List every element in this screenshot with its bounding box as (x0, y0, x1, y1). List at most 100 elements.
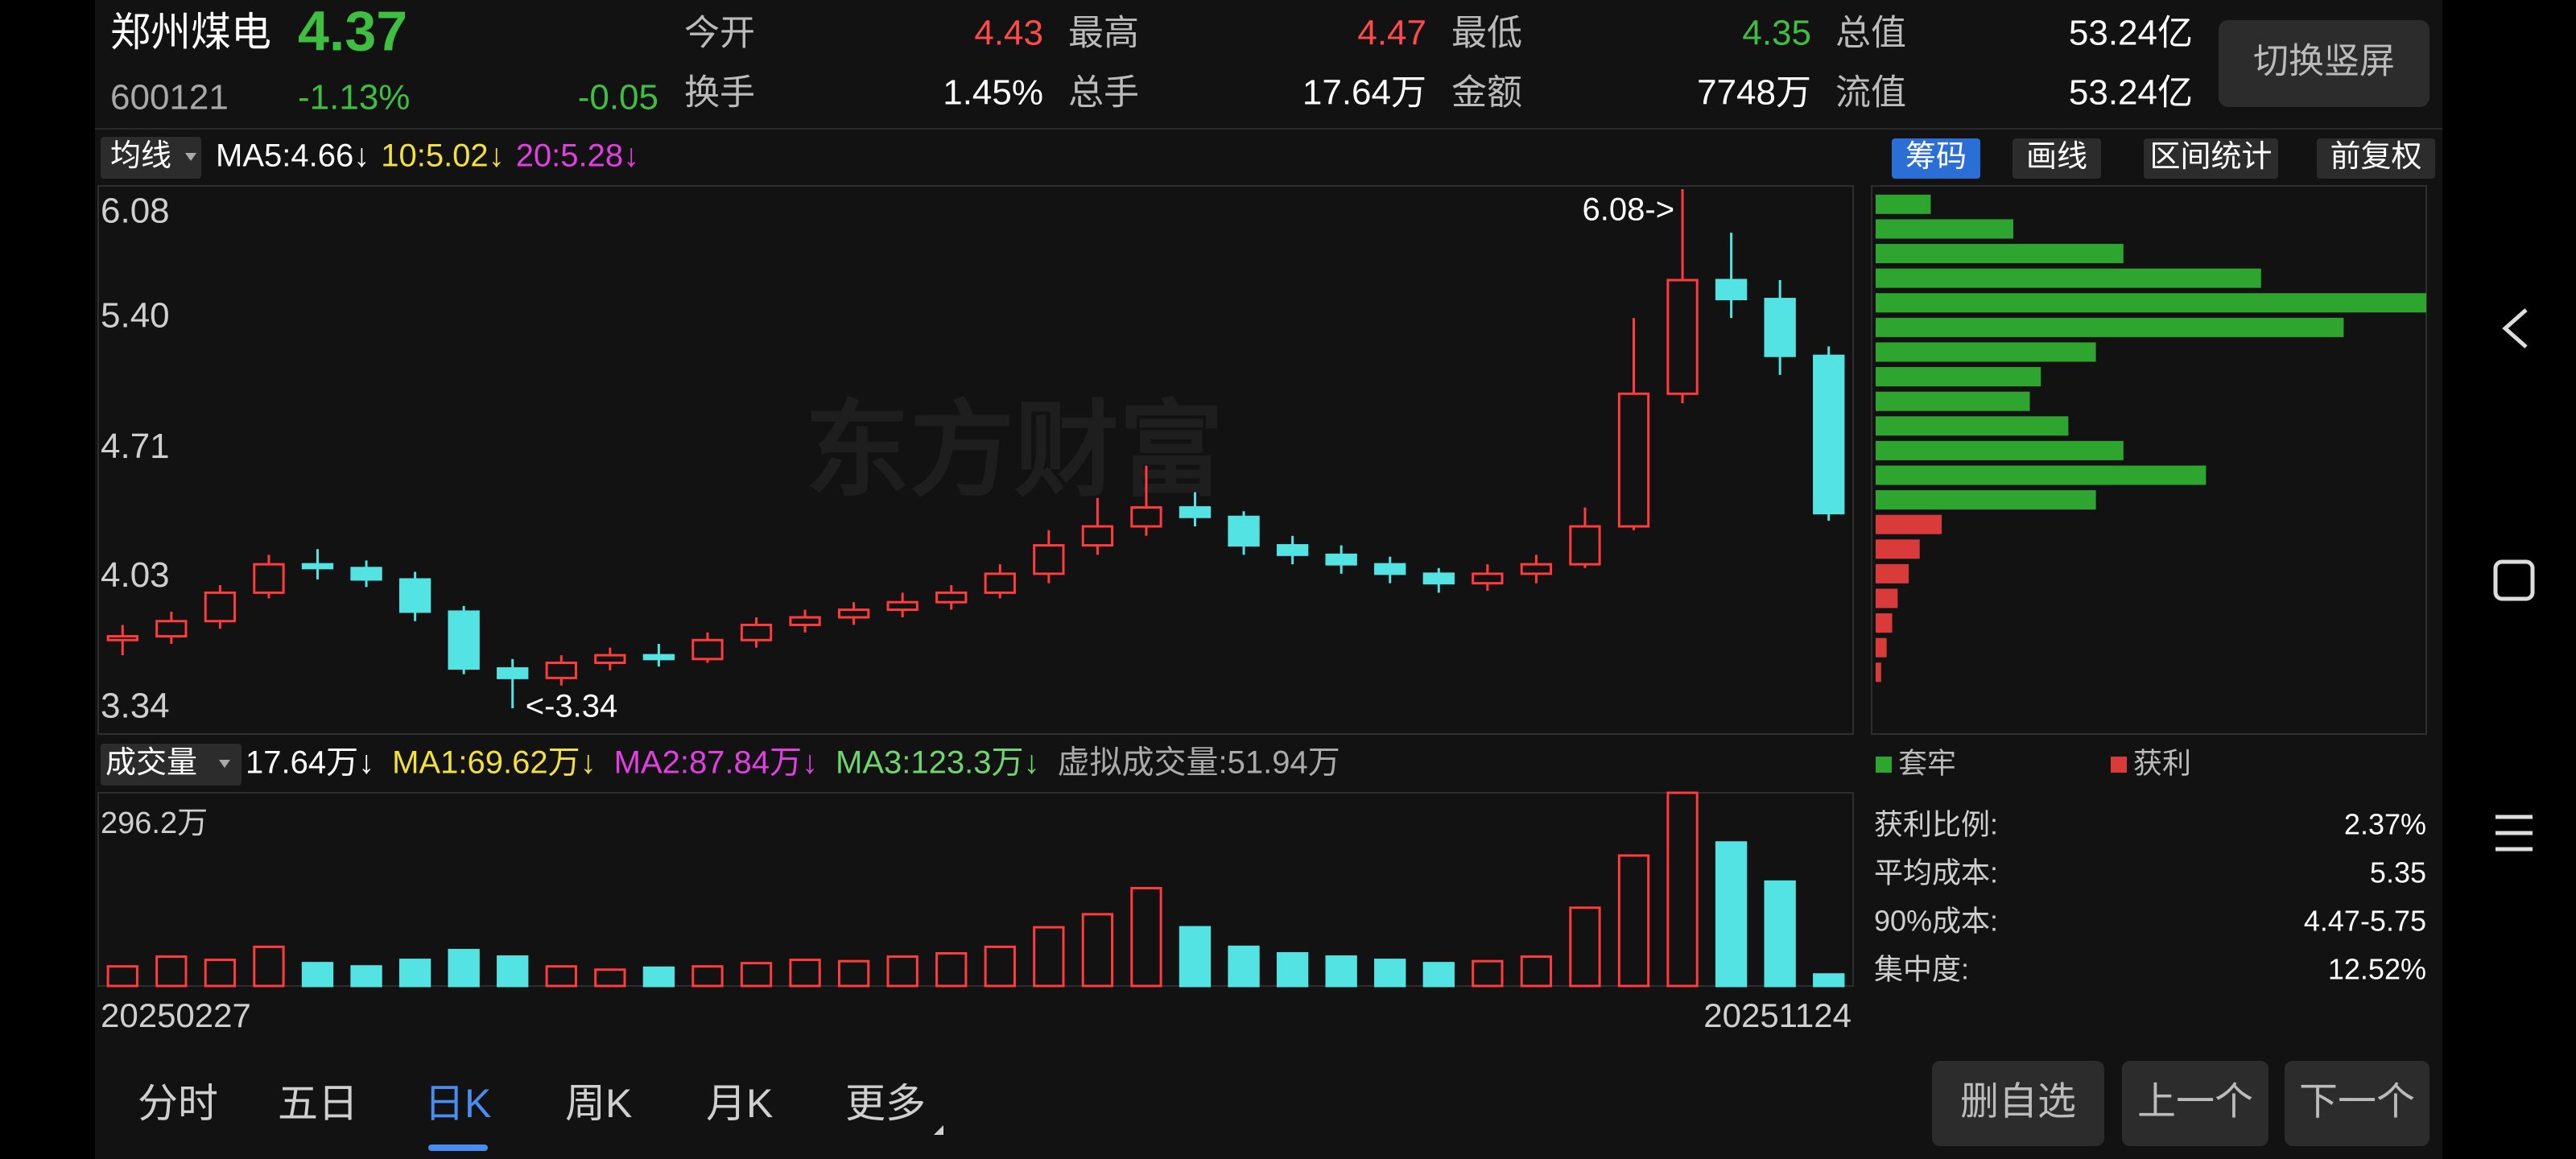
volume-bar (789, 959, 821, 988)
chip-stat-value: 12.52% (2328, 953, 2426, 986)
volume-bar (1764, 880, 1796, 988)
candle-body (984, 572, 1016, 594)
volume-ma-label: MA2:87.84万↓ (614, 745, 818, 781)
volume-bar (1422, 962, 1455, 988)
chip-stat-label: 集中度: (1874, 953, 1969, 986)
action-button-label: 下一个 (2299, 1081, 2415, 1124)
candle-body (448, 610, 480, 670)
volume-bar (594, 968, 626, 988)
watermark: 东方财富 (805, 391, 1224, 509)
chart-tab[interactable] (1892, 138, 1980, 179)
volume-bar (1520, 955, 1553, 988)
volume-frame (97, 792, 1854, 987)
chip-bar (1876, 490, 2096, 510)
y-tick-label: 4.03 (101, 555, 170, 595)
period-tab[interactable]: 五日 (278, 1081, 358, 1126)
stat-value: 17.64万 (1302, 73, 1426, 113)
stat-label: 金额 (1451, 73, 1522, 113)
action-button[interactable] (2122, 1061, 2268, 1146)
candle-body (301, 563, 334, 570)
y-tick-label: 5.40 (101, 296, 170, 336)
chip-bar (1876, 268, 2261, 288)
chart-tab[interactable] (2317, 138, 2435, 179)
candle-body (1374, 563, 1406, 575)
nav-menu[interactable] (2496, 815, 2533, 852)
chip-bar (1876, 588, 1898, 608)
period-tab[interactable]: 更多 (845, 1081, 926, 1126)
volume-bar (350, 965, 382, 988)
candle-body (1764, 298, 1796, 357)
candle-body (935, 591, 968, 604)
stat-value: 4.43 (974, 14, 1043, 53)
chart-tab[interactable] (2144, 138, 2278, 179)
legend-swatch (1876, 757, 1892, 773)
app-background (95, 0, 2442, 1159)
action-button-label: 上一个 (2137, 1081, 2253, 1124)
nav-back[interactable] (2502, 308, 2528, 349)
candle-body (1228, 515, 1260, 547)
candle-body (1813, 354, 1845, 515)
stat-value: 4.47 (1357, 14, 1426, 53)
chip-frame (1871, 185, 2427, 735)
chip-bar (1876, 539, 1920, 559)
stat-label: 最低 (1451, 14, 1522, 53)
date-end: 20251124 (1703, 996, 1852, 1034)
volume-bar (1666, 791, 1699, 988)
candle-body (1081, 525, 1114, 547)
candle-body (253, 563, 285, 594)
candle-body (1617, 392, 1650, 528)
candle-body (1715, 278, 1748, 301)
candle-body (594, 654, 626, 665)
change-pct: -1.13% (298, 78, 410, 118)
volume-ma-label: 虚拟成交量:51.94万 (1058, 745, 1340, 781)
stat-value: 53.24亿 (2069, 73, 2193, 113)
chip-bar (1876, 514, 1942, 534)
volume-bar (301, 962, 334, 988)
chip-bar (1876, 367, 2041, 387)
candle-body (1666, 278, 1699, 395)
chip-stat-value: 5.35 (2370, 856, 2426, 889)
stat-value: 1.45% (943, 73, 1043, 113)
volume-bar (1228, 945, 1260, 988)
candle-body (691, 638, 724, 661)
y-tick-label: 3.34 (101, 687, 170, 726)
legend-swatch (2111, 757, 2127, 773)
candle-body (350, 567, 382, 581)
period-tab[interactable]: 周K (565, 1081, 632, 1126)
volume-bar (642, 966, 675, 988)
switch-button[interactable] (2219, 20, 2429, 107)
action-button[interactable] (1932, 1061, 2104, 1146)
period-tab[interactable]: 日K (424, 1081, 491, 1126)
ma-selector[interactable] (101, 137, 201, 179)
period-tab[interactable]: 分时 (138, 1081, 218, 1126)
chart-tab-label: 前复权 (2330, 140, 2421, 174)
volume-bar (106, 965, 138, 988)
chip-bar (1876, 342, 2096, 362)
chip-bar (1876, 194, 1931, 214)
volume-bar (1081, 913, 1114, 988)
volume-bar (1617, 854, 1650, 988)
volume-ma-label: MA1:69.62万↓ (392, 745, 596, 781)
action-button-label: 删自选 (1960, 1081, 2076, 1124)
chart-tab[interactable] (2013, 138, 2101, 179)
stat-label: 总手 (1068, 73, 1139, 113)
dropdown-icon (185, 153, 196, 161)
chip-stat-label: 平均成本: (1874, 856, 1998, 889)
volume-bar (1813, 973, 1845, 988)
candle-body (155, 620, 188, 638)
volume-bar (1472, 959, 1504, 988)
dropdown-icon (219, 760, 230, 768)
candle-body (1130, 505, 1162, 528)
chart-tab-label: 筹码 (1905, 140, 1967, 174)
chip-bar (1876, 440, 2124, 460)
volume-selector[interactable] (101, 744, 242, 786)
nav-home[interactable] (2493, 559, 2535, 601)
volume-ma-label: 17.64万↓ (246, 745, 374, 781)
volume-bar (886, 955, 919, 988)
period-tab[interactable]: 月K (706, 1081, 773, 1126)
chip-bar (1876, 219, 2013, 239)
candle-body (1472, 572, 1504, 585)
action-button[interactable] (2285, 1061, 2429, 1146)
